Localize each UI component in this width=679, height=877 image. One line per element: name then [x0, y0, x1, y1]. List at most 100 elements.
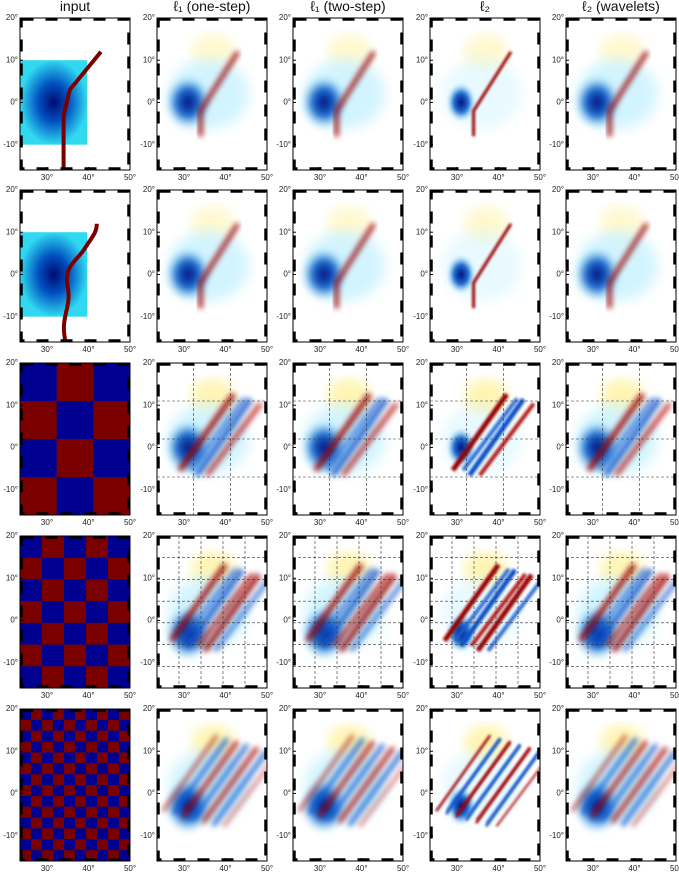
- y-tick-label: 10°: [6, 400, 18, 409]
- streak: [212, 749, 267, 828]
- checker-cell: [20, 774, 32, 786]
- checker-cell: [20, 785, 32, 797]
- y-tick-label: 0°: [147, 98, 155, 107]
- streak: [467, 397, 526, 477]
- checker-cell: [86, 719, 98, 732]
- checker-cell: [86, 622, 109, 646]
- streak: [169, 563, 228, 643]
- y-tick-label: 0°: [283, 443, 291, 452]
- y-tick-label: -10°: [140, 658, 155, 667]
- checker-cell: [108, 666, 130, 688]
- checker-cell: [119, 828, 130, 840]
- streak: [607, 222, 649, 309]
- frame: [565, 189, 677, 343]
- y-tick-label: 20°: [6, 13, 18, 22]
- checker-cell: [53, 709, 65, 721]
- x-tick-label: 30°: [41, 345, 53, 354]
- y-tick-label: 0°: [283, 789, 291, 798]
- y-tick-label: 20°: [143, 13, 155, 22]
- checker-cell: [20, 752, 32, 764]
- frame: [19, 362, 131, 516]
- checker-cell: [86, 817, 98, 829]
- streak: [186, 568, 245, 648]
- y-tick-label: 0°: [420, 616, 428, 625]
- checker-cell: [64, 557, 87, 580]
- checker-cell: [119, 709, 130, 721]
- checker-cell: [20, 477, 58, 515]
- x-tick-label: 50°: [124, 691, 136, 700]
- checker-cell: [75, 709, 87, 721]
- y-tick-label: 0°: [147, 616, 155, 625]
- y-tick-label: -10°: [276, 312, 291, 321]
- y-tick-label: 0°: [283, 616, 291, 625]
- checker-cell: [53, 817, 65, 829]
- frame: [429, 535, 541, 689]
- checker-cell: [86, 579, 109, 602]
- streak-pair: [495, 766, 540, 827]
- panel: 30° 40° 50° 20° 10° 0° -10°: [140, 531, 273, 700]
- checker-cell: [97, 709, 109, 721]
- streak: [308, 737, 365, 815]
- y-tick-label: 20°: [552, 13, 564, 22]
- checker-cell: [42, 622, 65, 646]
- x-tick-label: 30°: [451, 864, 463, 872]
- x-tick-label: 30°: [451, 173, 463, 182]
- checker-cell: [108, 557, 130, 580]
- checker-cell: [97, 774, 109, 786]
- frame-dash: [157, 709, 267, 861]
- frame-dash: [20, 190, 130, 342]
- checker-cell: [42, 795, 54, 808]
- streak: [334, 50, 376, 137]
- panel-image: [20, 709, 130, 861]
- checker-cell: [119, 730, 130, 743]
- checker-cell: [75, 828, 87, 840]
- y-tick-label: -10°: [276, 140, 291, 149]
- checker-cell: [53, 719, 65, 732]
- panel-image: [164, 33, 249, 137]
- y-tick-label: 20°: [552, 358, 564, 367]
- x-tick-label: 40°: [355, 691, 367, 700]
- checker-cell: [86, 557, 109, 580]
- frame: [156, 708, 268, 862]
- frame: [565, 17, 677, 171]
- streak-pair: [453, 567, 511, 642]
- x-tick-label: 50°: [397, 691, 409, 700]
- checker-cell: [108, 752, 120, 764]
- checker-cell: [64, 709, 76, 721]
- checker-cell: [20, 795, 32, 808]
- checker-cell: [31, 795, 43, 808]
- y-tick-label: 0°: [556, 443, 564, 452]
- checker-cell: [42, 806, 54, 819]
- streak-pair: [469, 572, 528, 647]
- panel: 30° 40° 50° 20° 10° 0° -10°: [3, 358, 136, 527]
- streak: [475, 573, 534, 653]
- x-tick-label: 30°: [587, 518, 599, 527]
- x-tick-label: 50°: [534, 864, 546, 872]
- checker-cell: [56, 363, 94, 402]
- panel-image: [164, 205, 249, 309]
- x-tick-label: 40°: [219, 518, 231, 527]
- y-tick-label: 0°: [420, 789, 428, 798]
- checker-cell: [86, 741, 98, 753]
- frame: [292, 17, 404, 171]
- checker-cell: [64, 719, 76, 732]
- y-tick-label: 20°: [143, 531, 155, 540]
- streak: [465, 743, 522, 822]
- y-tick-label: 10°: [552, 227, 564, 236]
- streak: [194, 397, 253, 477]
- frame-dash: [157, 363, 267, 515]
- checker-cell: [20, 401, 58, 440]
- checker-cell: [119, 817, 130, 829]
- checker-cell: [42, 785, 54, 797]
- panel: 30° 40° 50° 20° 10° 0° -10°: [276, 13, 409, 182]
- checker-cell: [56, 477, 94, 515]
- y-tick-label: -10°: [140, 312, 155, 321]
- streak: [348, 749, 403, 828]
- checker-cell: [42, 839, 54, 851]
- column-header: input: [60, 0, 90, 14]
- checker-cell: [42, 666, 65, 688]
- checker-cell: [56, 401, 94, 440]
- checker-cell: [75, 817, 87, 829]
- y-tick-label: -10°: [413, 312, 428, 321]
- x-tick-label: 50°: [261, 345, 273, 354]
